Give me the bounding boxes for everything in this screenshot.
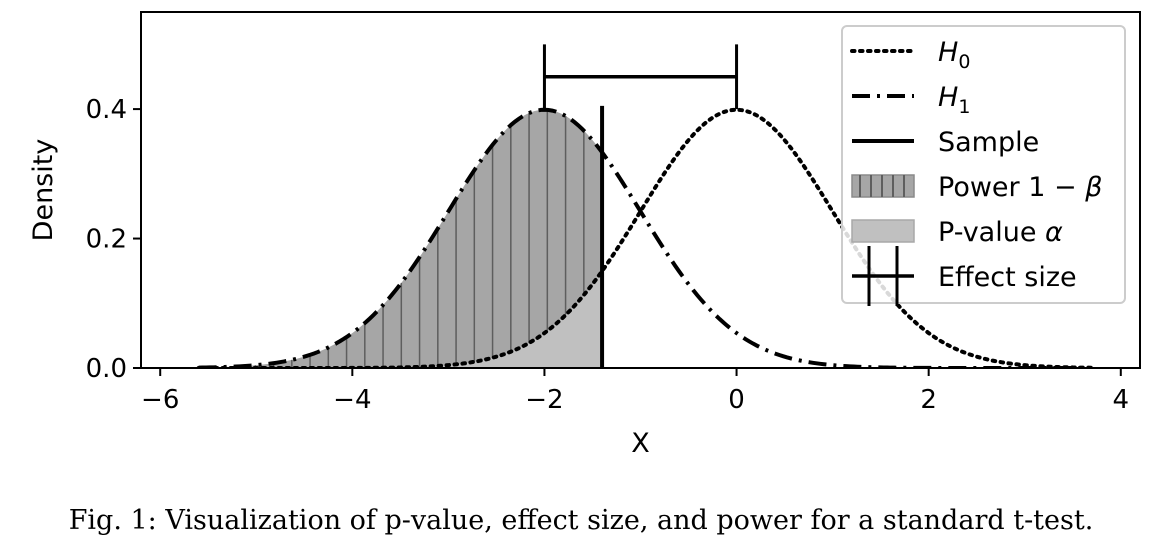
- legend-label-sample: Sample: [938, 127, 1039, 158]
- x-tick-label: −6: [141, 385, 179, 415]
- x-tick-label: 2: [920, 385, 937, 415]
- effect-size-marker: [542, 44, 739, 110]
- y-axis-label: Density: [28, 139, 59, 242]
- legend-label-pvalue: P-value α: [938, 217, 1063, 248]
- figure-caption: Fig. 1: Visualization of p-value, effect…: [68, 505, 1094, 536]
- legend-item-h1: H1: [852, 82, 970, 118]
- h1-curve: [198, 107, 1092, 368]
- legend-item-power: Power 1 − β: [851, 172, 1102, 203]
- p-value-area: [198, 271, 603, 368]
- legend: H0 H1 Sample Power 1 − β P-value α Effect siz…: [841, 25, 1126, 306]
- power-hatching: [236, 109, 585, 368]
- legend-item-effect: Effect size: [852, 246, 1077, 306]
- x-tick-label: −2: [525, 385, 563, 415]
- x-tick-label: 4: [1113, 385, 1130, 415]
- legend-label-effect: Effect size: [938, 262, 1077, 293]
- x-tick-label: 0: [728, 385, 745, 415]
- legend-label-power: Power 1 − β: [938, 172, 1102, 203]
- legend-label-h0: H0: [938, 37, 970, 73]
- legend-item-pvalue: P-value α: [851, 217, 1063, 248]
- plot-area: [196, 44, 1094, 368]
- y-tick-label: 0.0: [86, 354, 127, 384]
- legend-item-sample: Sample: [852, 127, 1039, 158]
- legend-item-h0: H0: [850, 37, 970, 73]
- x-tick-label: −4: [333, 385, 371, 415]
- y-tick-label: 0.4: [86, 95, 127, 125]
- chart: −6 −4 −2 0 2 4 0.0 0.2 0.4 X Density H0 H1 Sample Pow…: [28, 11, 1141, 459]
- power-area: [198, 109, 603, 368]
- h0-curve: [196, 107, 1094, 368]
- y-tick-label: 0.2: [86, 225, 127, 255]
- x-axis-label: X: [631, 428, 650, 459]
- legend-label-h1: H1: [938, 82, 970, 118]
- axes: −6 −4 −2 0 2 4 0.0 0.2 0.4 X Density: [28, 11, 1141, 459]
- axes-frame: [140, 11, 1141, 369]
